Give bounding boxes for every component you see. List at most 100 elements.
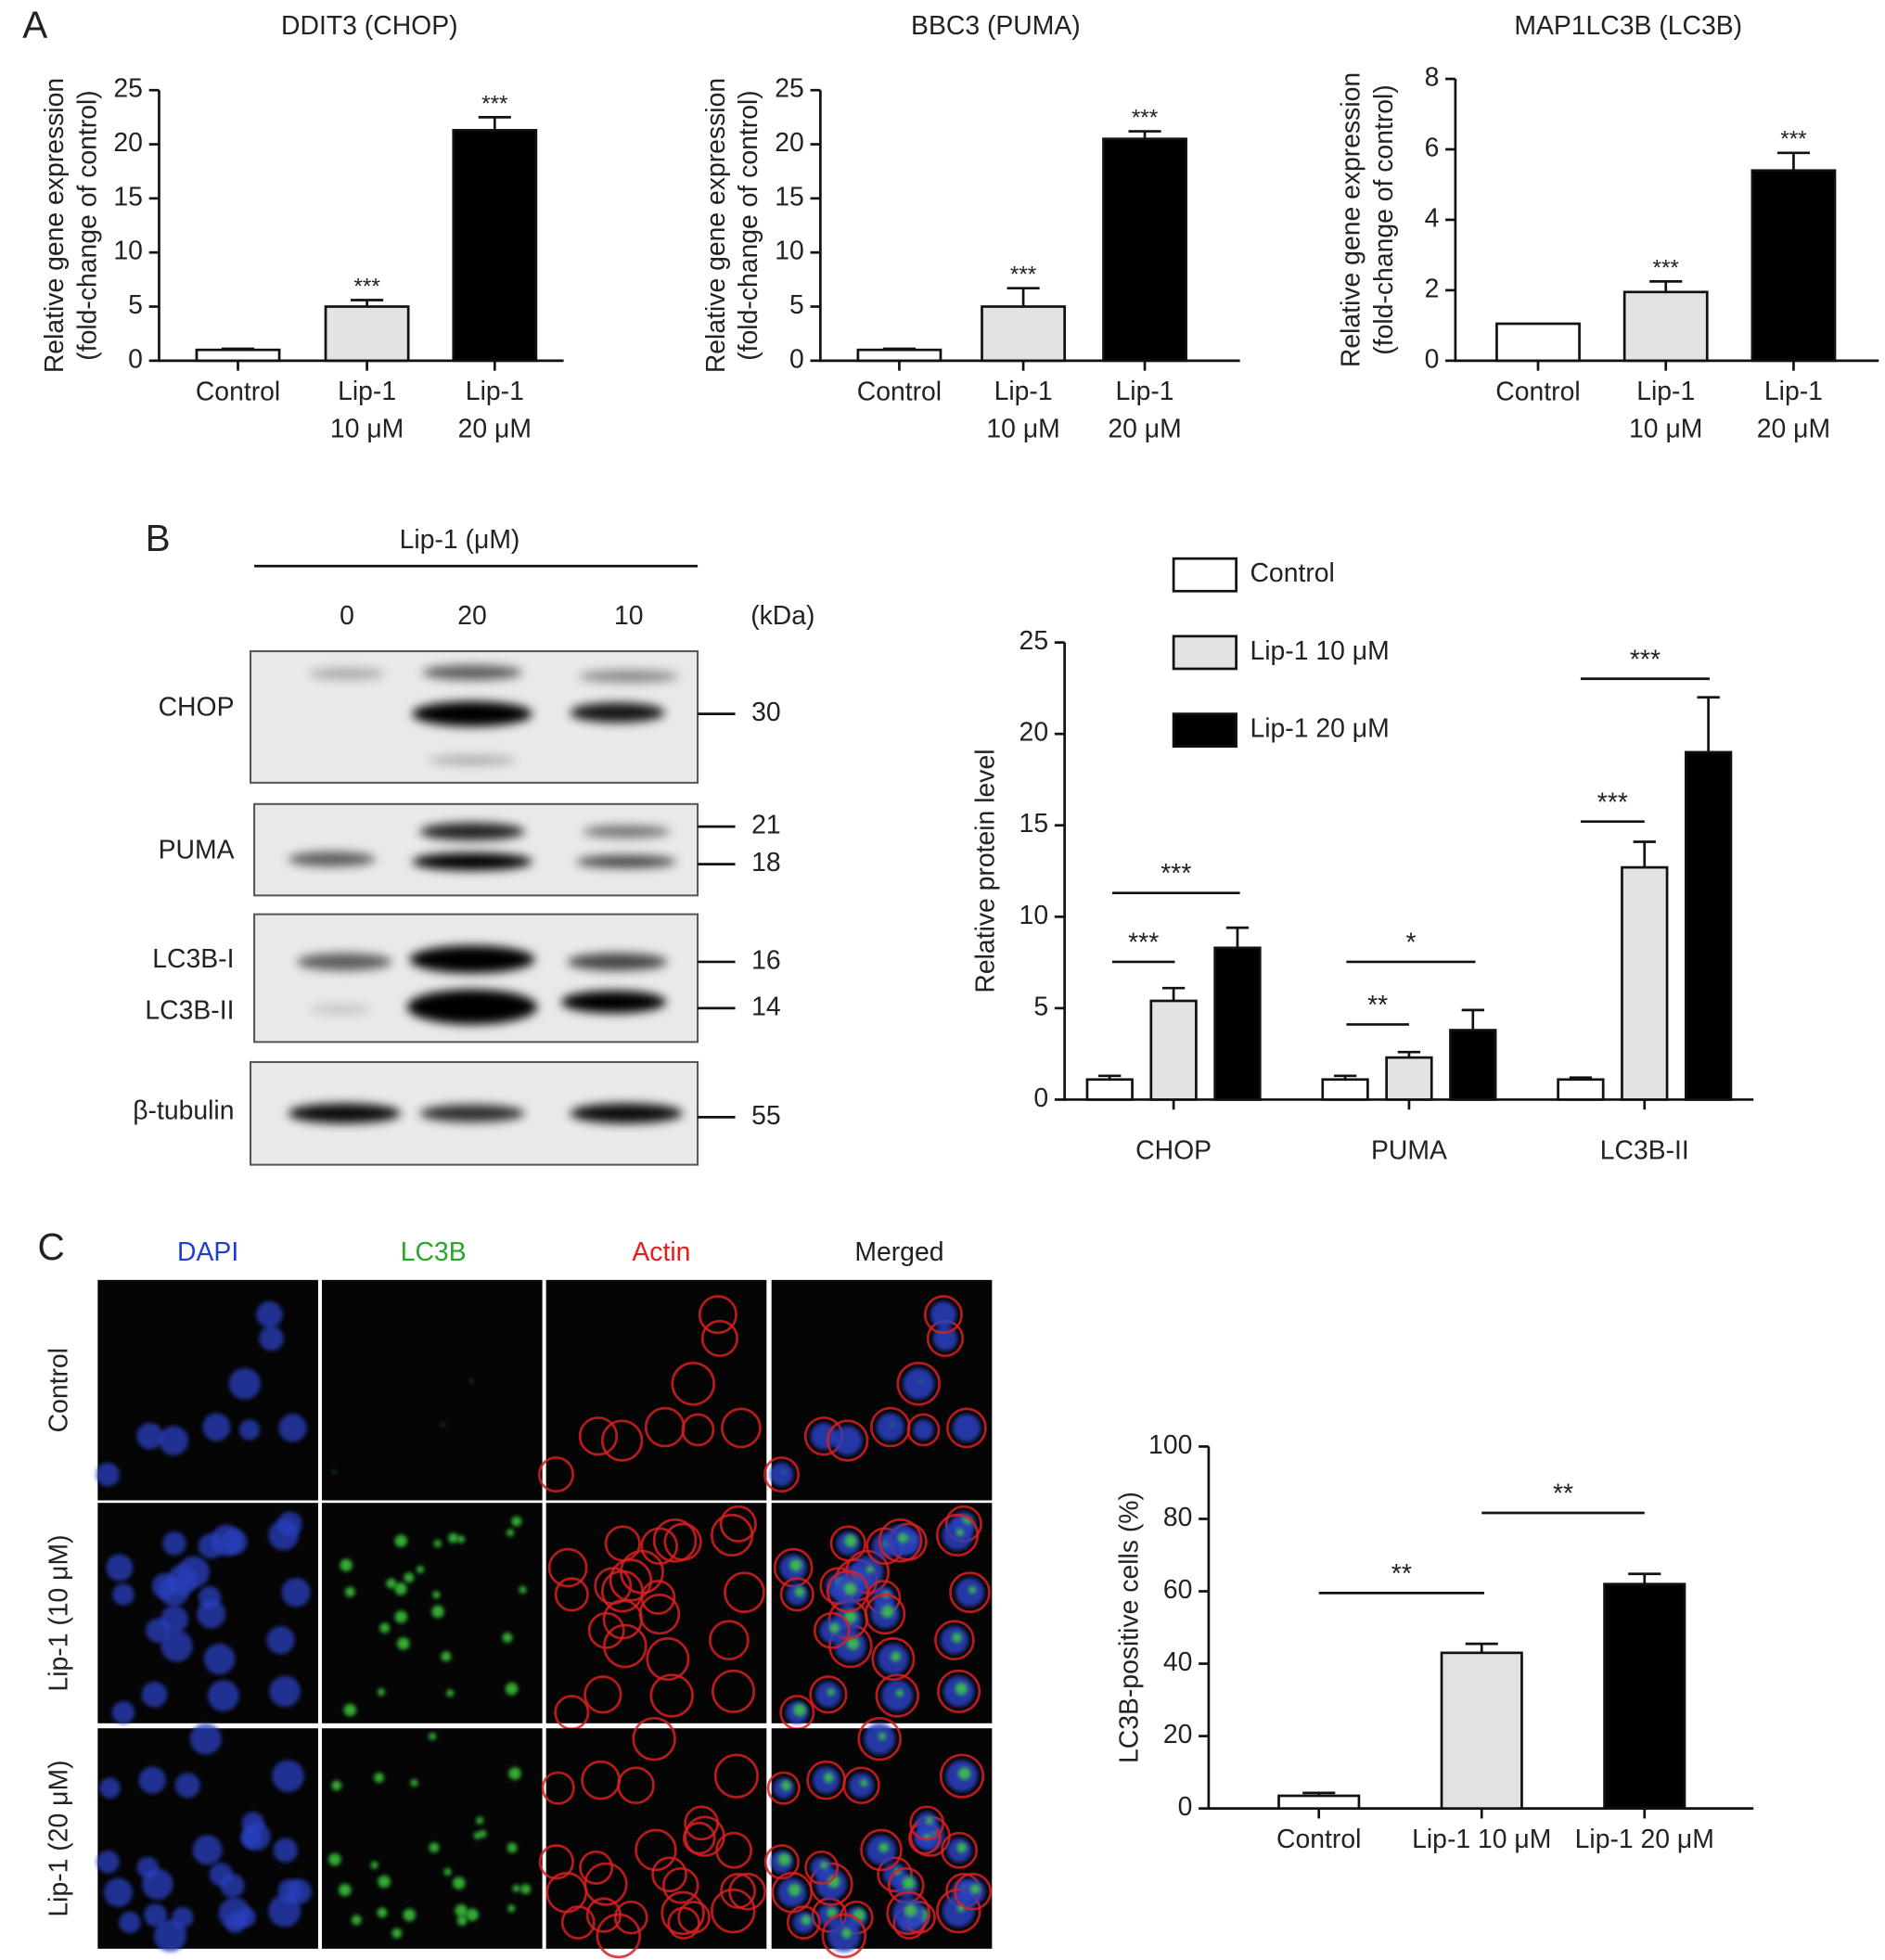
lc3b-puncta [891, 1651, 902, 1662]
bar [1449, 1029, 1497, 1101]
bar [856, 348, 942, 363]
x-tick-label: Lip-1 20 μM [1757, 377, 1830, 444]
nucleus [111, 1700, 135, 1724]
actin-ring [719, 1505, 757, 1543]
y-tick-label: 0 [1178, 1792, 1193, 1822]
y-tick-label: 20 [1019, 718, 1049, 748]
lane-label: 0 [340, 601, 354, 631]
lc3b-puncta [343, 1703, 357, 1717]
y-tick-label: 0 [1425, 344, 1440, 374]
unit-label: (kDa) [750, 601, 814, 631]
nucleus [220, 1873, 245, 1898]
blot-header: Lip-1 (μM) [400, 525, 520, 555]
lc3b-puncta [507, 1904, 516, 1913]
lc3b-puncta [891, 1422, 895, 1427]
actin-ring [923, 1295, 963, 1335]
panel-label: A [22, 3, 47, 45]
actin-ring [715, 1831, 753, 1869]
lc3b-puncta [968, 1585, 977, 1595]
actin-ring [583, 1862, 628, 1906]
row-label: Lip-1 (20 μM) [44, 1760, 73, 1916]
nucleus [159, 1576, 189, 1607]
actin-ring [635, 1828, 677, 1872]
y-tick-label: 5 [789, 290, 804, 320]
actin-ring [842, 1766, 880, 1805]
actin-ring [681, 1413, 715, 1447]
actin-ring [721, 1407, 762, 1449]
micrograph [321, 1728, 543, 1949]
actin-ring [538, 1844, 574, 1880]
y-axis-label: Relative gene expression [1337, 72, 1366, 367]
nucleus [138, 1766, 166, 1794]
blot-band [576, 855, 677, 868]
y-axis-label: Relative protein level [970, 749, 1000, 993]
nucleus [266, 1626, 295, 1655]
lc3b-puncta [378, 1875, 391, 1889]
lc3b-puncta [866, 1565, 874, 1574]
bar [1622, 290, 1709, 363]
actin-ring [877, 1856, 913, 1893]
lc3b-puncta [431, 1605, 444, 1619]
actin-ring [671, 1361, 715, 1406]
actin-ring [766, 1771, 801, 1805]
legend-swatch [1172, 634, 1237, 671]
blot-band [582, 825, 671, 839]
actin-ring [632, 1716, 676, 1761]
lc3b-puncta [860, 1778, 868, 1787]
lc3b-puncta [520, 1884, 532, 1894]
y-tick-label: 4 [1425, 203, 1440, 233]
y-tick-label: 10 [1019, 901, 1049, 930]
blot-band [570, 702, 665, 724]
actin-ring [578, 1416, 619, 1456]
actin-ring [937, 1669, 981, 1713]
lc3b-puncta [377, 1688, 385, 1697]
lc3b-puncta [827, 1907, 838, 1918]
actin-ring [779, 1577, 814, 1612]
bar [1321, 1078, 1369, 1101]
nucleus [162, 1531, 186, 1556]
lc3b-puncta [328, 1852, 341, 1866]
y-tick-label: 5 [1033, 992, 1048, 1021]
nucleus [268, 1894, 301, 1928]
significance-label: *** [353, 274, 380, 299]
micrograph [545, 1279, 767, 1501]
significance-label: *** [1630, 645, 1661, 674]
y-tick-label: 25 [1019, 626, 1049, 656]
actin-ring [646, 1637, 690, 1682]
blot-band [406, 989, 538, 1025]
lane-label: 10 [614, 601, 644, 631]
lc3b-puncta [956, 1842, 968, 1853]
actin-ring [829, 1525, 866, 1562]
x-tick-label: PUMA [1371, 1136, 1447, 1166]
actin-ring [613, 1900, 648, 1935]
bar [1557, 1078, 1605, 1101]
lc3b-puncta [339, 1883, 352, 1897]
legend-swatch [1172, 712, 1237, 749]
nucleus [207, 1680, 239, 1711]
nucleus [112, 1583, 135, 1606]
lc3b-puncta [841, 1928, 852, 1939]
actin-ring [857, 1716, 902, 1761]
lc3b-puncta [448, 1532, 458, 1544]
lc3b-puncta [446, 1689, 455, 1697]
actin-ring [710, 1513, 754, 1557]
y-tick-label: 20 [1163, 1720, 1193, 1749]
lc3b-puncta [476, 1816, 484, 1825]
legend-label: Lip-1 10 μM [1250, 636, 1389, 666]
actin-ring [875, 1673, 919, 1718]
lc3b-puncta [507, 1529, 515, 1537]
marker-label: 18 [751, 848, 781, 878]
bar [1495, 322, 1581, 363]
chart-title: MAP1LC3B (LC3B) [1514, 11, 1742, 41]
lc3b-puncta [880, 1605, 894, 1619]
y-tick-label: 15 [775, 182, 804, 211]
actin-ring [864, 1593, 906, 1635]
lc3b-puncta [473, 1831, 481, 1839]
lc3b-puncta [895, 1689, 904, 1697]
nucleus [238, 1419, 261, 1441]
actin-ring [954, 1872, 993, 1911]
actin-ring [660, 1890, 705, 1936]
x-tick-label: Control [196, 377, 280, 406]
protein-label: LC3B-II [145, 995, 234, 1025]
actin-ring [537, 1456, 574, 1493]
